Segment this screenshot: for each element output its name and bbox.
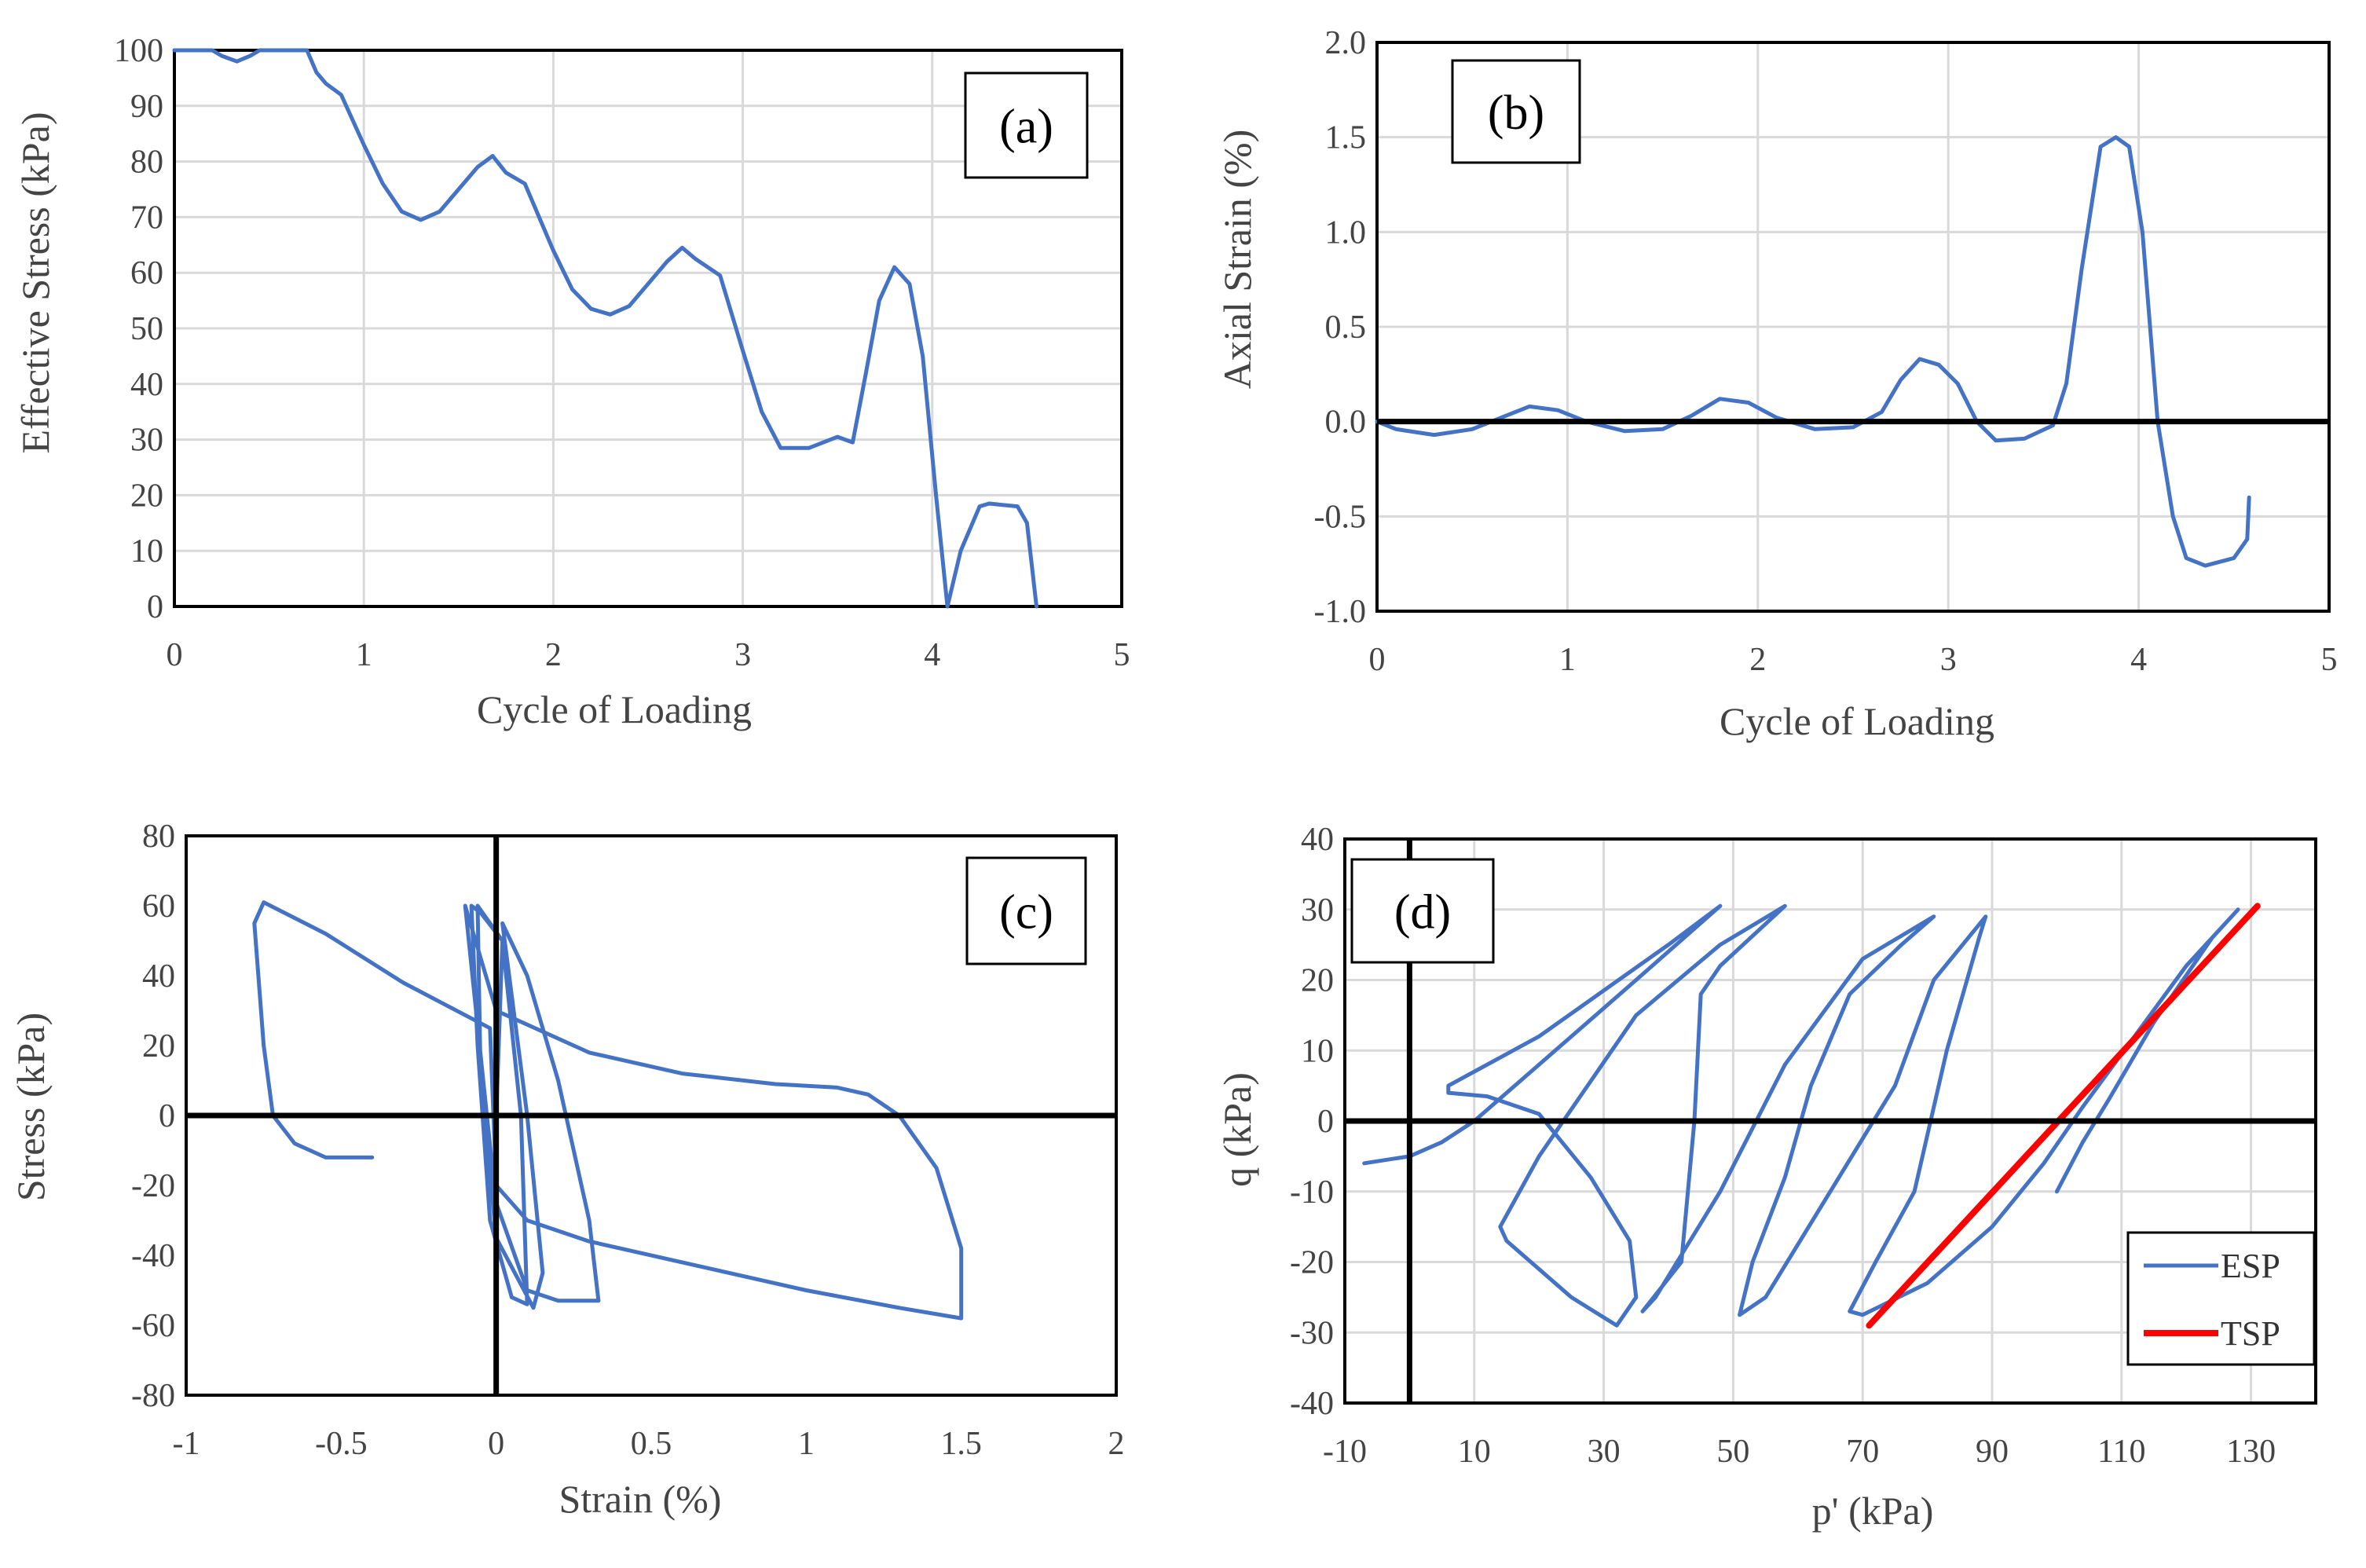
x-tick-label: 1 [356, 637, 372, 673]
x-tick-label: 70 [1846, 1434, 1879, 1470]
y-tick-label: -60 [131, 1308, 175, 1344]
x-tick-label: -10 [1323, 1434, 1367, 1470]
x-tick-label: 110 [2097, 1434, 2145, 1470]
x-tick-label: 3 [734, 637, 751, 673]
series-line-tsp [1866, 903, 2261, 1329]
x-tick-label: 0 [1369, 642, 1386, 678]
y-tick-label: 80 [142, 819, 175, 855]
x-tick-label: 50 [1716, 1434, 1749, 1470]
panel-label-box [964, 71, 1089, 179]
y-tick-label: -40 [131, 1238, 175, 1274]
y-tick-label: -30 [1290, 1315, 1334, 1351]
x-axis-title: p' (kPa) [1812, 1489, 1934, 1533]
x-tick-label: -0.5 [315, 1426, 368, 1462]
y-tick-label: 1.0 [1325, 214, 1367, 251]
x-tick-label: 4 [2130, 642, 2147, 678]
panel-label: (b) [1488, 86, 1544, 140]
y-tick-label: -20 [1290, 1245, 1334, 1281]
panel-label-box [1350, 858, 1495, 964]
x-tick-label: 3 [1940, 642, 1957, 678]
y-tick-label: -0.5 [1314, 499, 1367, 535]
y-tick-label: 60 [130, 255, 163, 291]
legend-label-tsp: TSP [2221, 1314, 2280, 1353]
y-tick-label: 100 [114, 33, 163, 69]
chart-panel-b: 0 1 2 3 4 5 -1.0 -0.5 0.0 0.5 1.0 1.5 2.0 Cycle of Lo… [1215, 25, 2338, 743]
x-tick-label: 2 [1108, 1426, 1125, 1462]
y-axis-title: Stress (kPa) [9, 1013, 53, 1201]
y-tick-label: 10 [1301, 1033, 1334, 1069]
chart-panel-c: -1 -0.5 0 0.5 1 1.5 2 -80 -60 -40 -20 0 20 40 60 80 Stra… [9, 819, 1125, 1521]
x-axis-title: Cycle of Loading [1720, 699, 1994, 743]
y-tick-label: -40 [1290, 1386, 1334, 1422]
panel-label-box [1451, 59, 1581, 164]
y-tick-label: -20 [131, 1168, 175, 1204]
y-tick-label: 0.5 [1325, 310, 1367, 346]
y-tick-label: 30 [130, 423, 163, 459]
plot-area-frame [173, 49, 1123, 608]
y-axis-title: Effective Stress (kPa) [13, 112, 57, 453]
panel-label: (a) [999, 101, 1053, 154]
y-tick-label: 0.0 [1325, 405, 1367, 441]
legend-label-esp: ESP [2221, 1247, 2280, 1285]
x-tick-label: 0.5 [631, 1426, 672, 1462]
y-tick-label: -1.0 [1314, 594, 1367, 630]
y-tick-label: 10 [130, 533, 163, 570]
panel-label: (c) [999, 886, 1053, 940]
x-tick-label: 2 [545, 637, 562, 673]
x-tick-label: 90 [1976, 1434, 2009, 1470]
panel-label-box [965, 856, 1087, 965]
y-tick-label: -10 [1290, 1174, 1334, 1211]
x-tick-label: 10 [1458, 1434, 1491, 1470]
x-tick-label: 130 [2226, 1434, 2276, 1470]
legend: ESP TSP [2126, 1231, 2316, 1366]
x-tick-label: 0 [167, 637, 183, 673]
x-tick-label: 2 [1749, 642, 1766, 678]
panel-label: (d) [1394, 886, 1451, 940]
y-tick-label: 90 [130, 89, 163, 125]
x-tick-label: 1 [1559, 642, 1576, 678]
y-tick-label: 2.0 [1325, 25, 1367, 61]
x-tick-label: 5 [2321, 642, 2338, 678]
y-tick-label: 0 [159, 1098, 175, 1134]
x-tick-label: 30 [1588, 1434, 1621, 1470]
legend-box [2126, 1231, 2316, 1366]
x-axis-title: Strain (%) [559, 1477, 722, 1521]
x-tick-label: 1.5 [940, 1426, 982, 1462]
y-tick-label: 0 [1317, 1104, 1334, 1140]
y-tick-label: 50 [130, 311, 163, 347]
y-tick-label: 80 [130, 145, 163, 181]
y-tick-label: 70 [130, 200, 163, 236]
y-axis-title: q (kPa) [1215, 1072, 1259, 1187]
y-tick-label: 1.5 [1325, 120, 1367, 156]
y-axis-title: Axial Strain (%) [1215, 130, 1259, 389]
x-tick-label: 0 [488, 1426, 504, 1462]
y-tick-label: 40 [142, 958, 175, 995]
y-tick-label: -80 [131, 1378, 175, 1414]
x-tick-label: 1 [798, 1426, 815, 1462]
chart-panel-d: -10 10 30 50 70 90 110 130 -40 -30 -20 -10 0 10 20 30 40… [1215, 822, 2317, 1533]
x-tick-label: 5 [1114, 637, 1130, 673]
x-tick-label: -1 [173, 1426, 200, 1462]
series-line-effective-stress [172, 48, 1038, 609]
x-tick-label: 4 [924, 637, 940, 673]
series-line-axial-strain [1375, 135, 2251, 568]
y-tick-label: 20 [130, 478, 163, 514]
y-tick-label: 20 [1301, 963, 1334, 999]
x-axis-title: Cycle of Loading [477, 687, 752, 731]
y-tick-label: 20 [142, 1028, 175, 1064]
y-tick-label: 0 [147, 589, 163, 625]
y-tick-label: 30 [1301, 892, 1334, 929]
y-tick-label: 60 [142, 888, 175, 925]
y-tick-label: 40 [130, 367, 163, 403]
y-tick-label: 40 [1301, 822, 1334, 858]
series-line-stress-strain [252, 900, 964, 1321]
series-line-esp [1362, 903, 2240, 1328]
plot-area-frame [1375, 41, 2331, 613]
